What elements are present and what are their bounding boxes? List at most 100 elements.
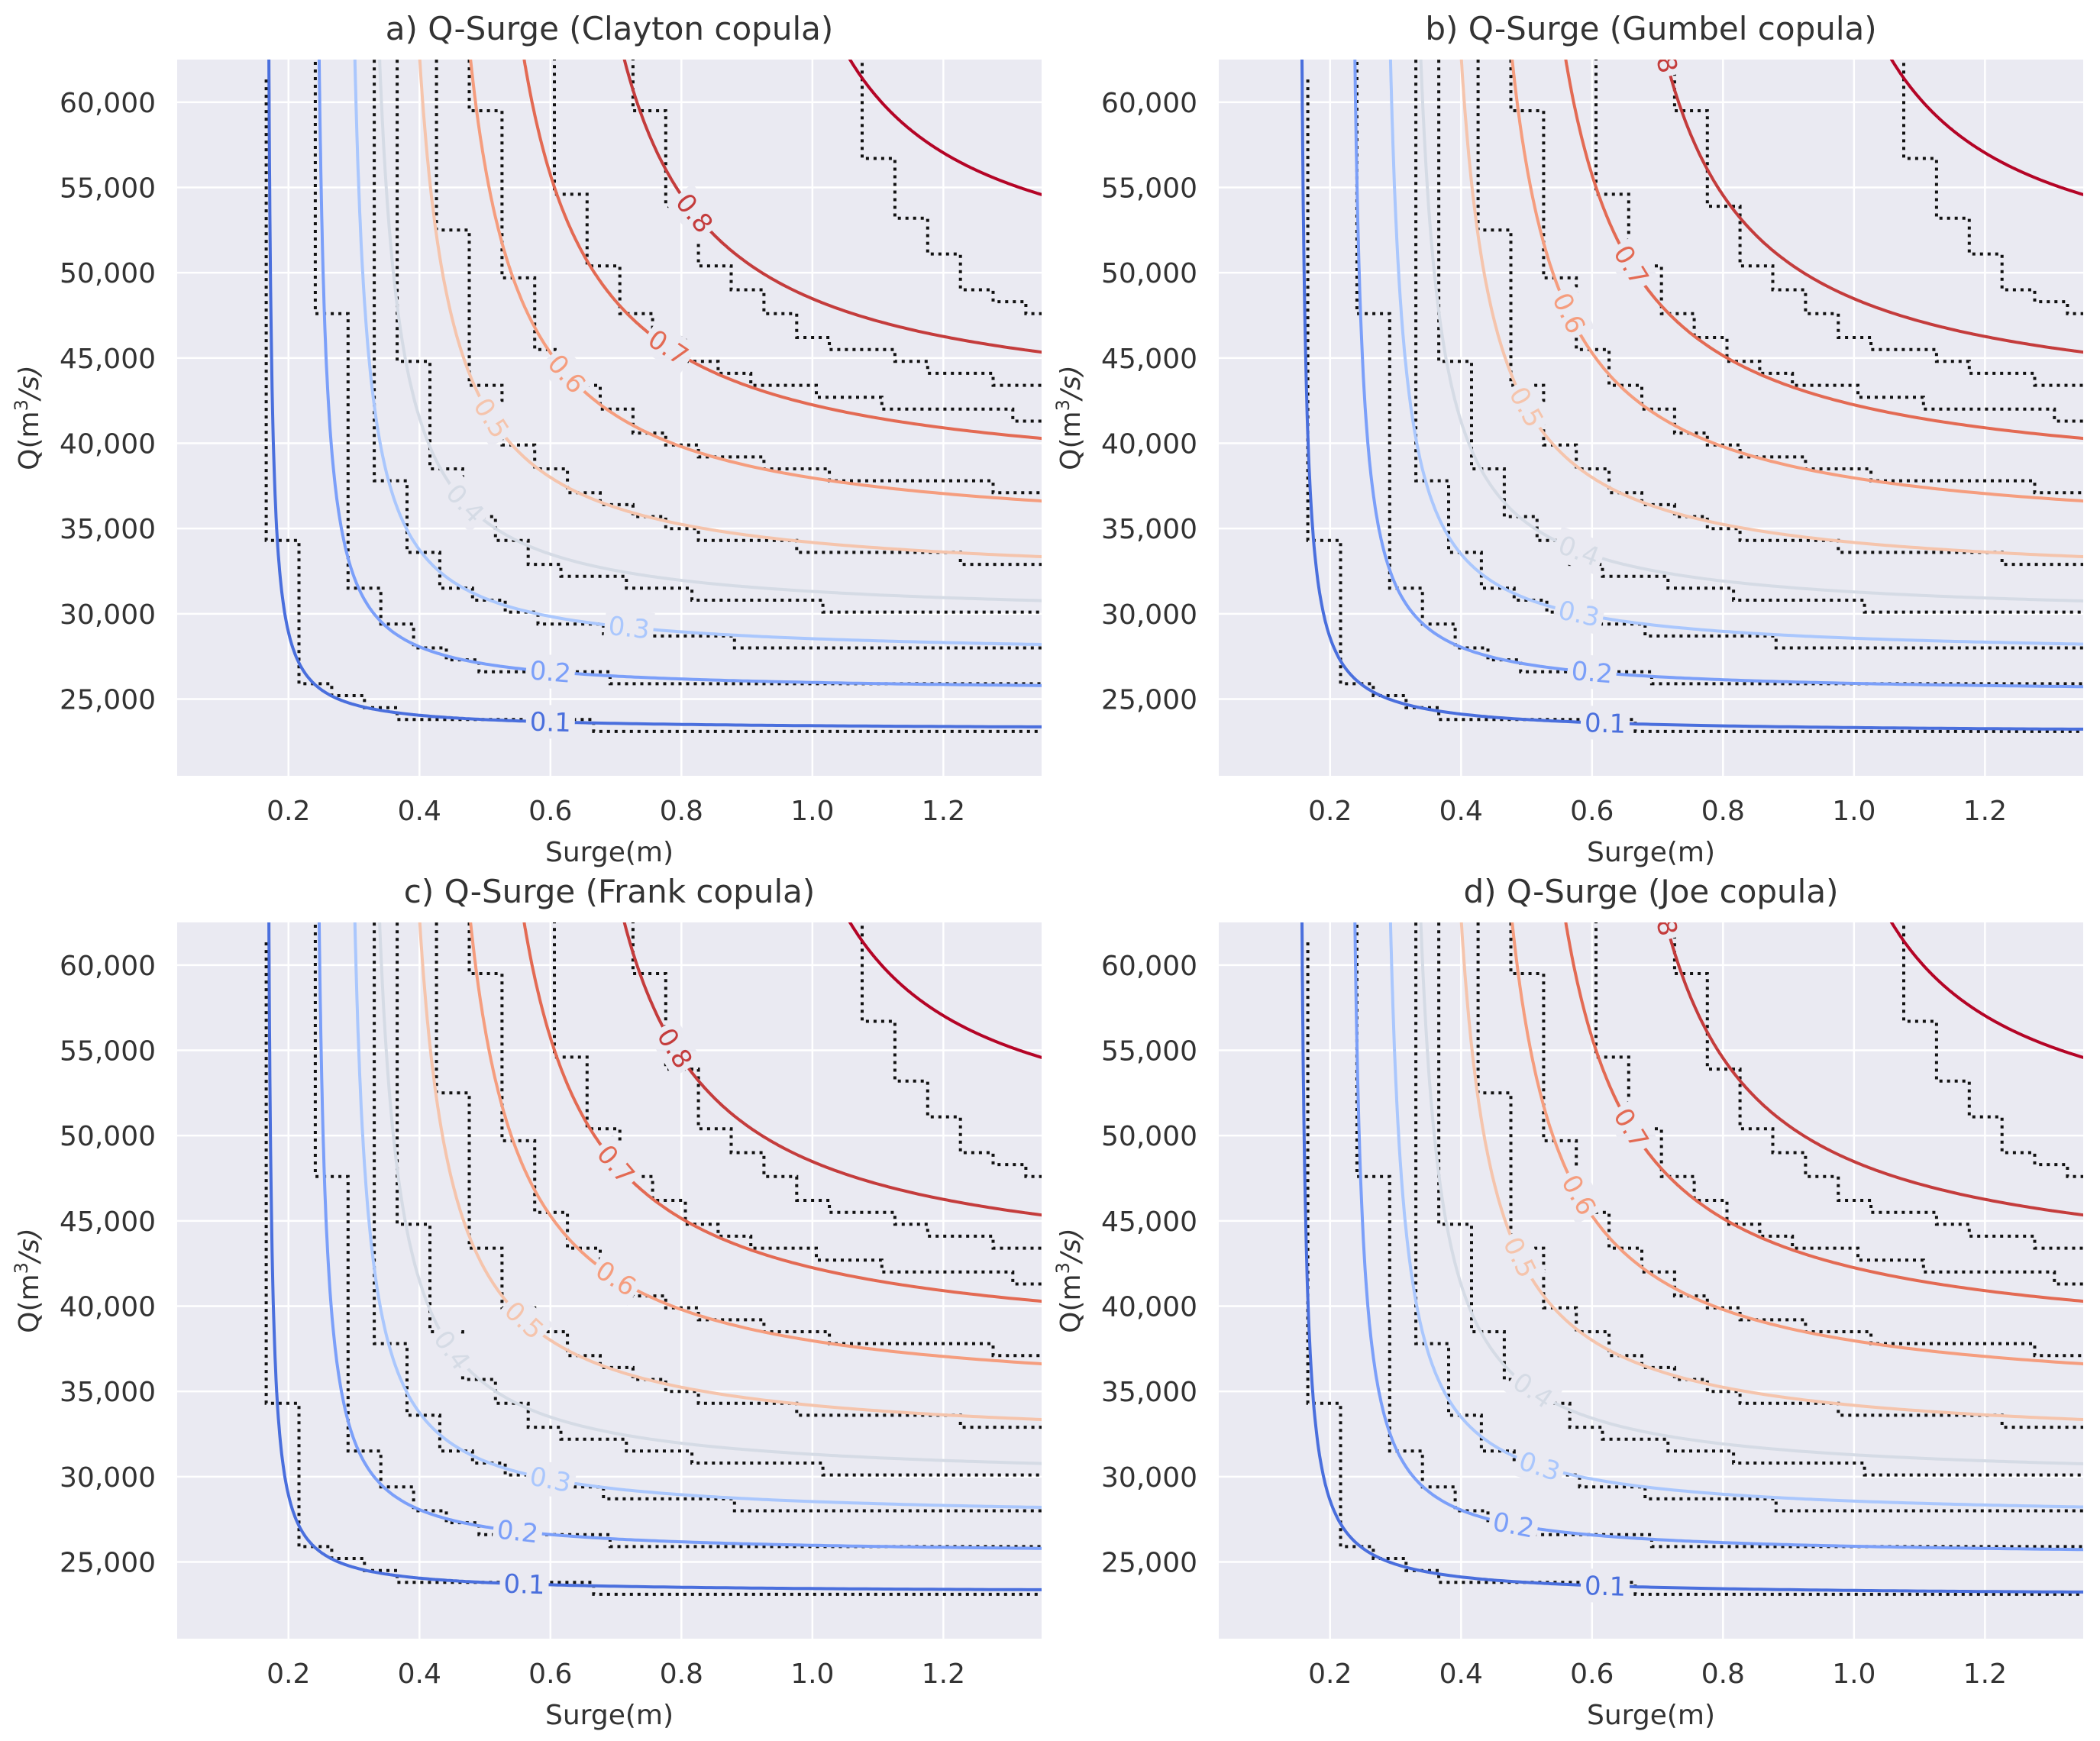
- panel-2: 0.10.20.30.40.50.60.70.80.90.20.40.60.81…: [1052, 10, 2083, 868]
- y-tick-label: 60,000: [1101, 88, 1197, 119]
- contour-label-gap: [1500, 377, 1553, 437]
- theoretical-contour-0.8: [1664, 922, 2083, 1217]
- empirical-contour-0.9: [1902, 60, 2083, 315]
- x-tick-label: 0.4: [1439, 796, 1483, 827]
- contour-label-gap: [1604, 1098, 1659, 1158]
- contour-label-group: 0.3: [603, 608, 655, 647]
- theoretical-contour-0.9: [1889, 60, 2083, 196]
- y-axis-label: Q(m3/s): [11, 365, 45, 470]
- y-axis-label-suffix: /s): [14, 365, 45, 402]
- y-tick-label: 60,000: [1101, 951, 1197, 982]
- contour-label-gap: [1549, 526, 1608, 576]
- x-tick-label: 1.2: [922, 1659, 965, 1690]
- empirical-contour-0.8: [1672, 60, 2083, 387]
- theoretical-contour-0.5: [1459, 60, 2083, 559]
- y-tick-label: 30,000: [1101, 599, 1197, 631]
- theoretical-contour-0.6: [469, 60, 1042, 503]
- theoretical-contour-0.2: [1353, 60, 2083, 689]
- y-tick-label: 50,000: [1101, 1121, 1197, 1152]
- x-tick-label: 0.6: [528, 796, 572, 827]
- y-tick-label: 45,000: [1101, 344, 1197, 375]
- empirical-contour-0.3: [373, 922, 1042, 1513]
- contour-label-group: 0.1: [525, 704, 576, 740]
- theoretical-contour-0.4: [378, 60, 1042, 602]
- theoretical-contour-0.1: [267, 60, 1042, 728]
- theoretical-contour-0.8: [622, 922, 1042, 1217]
- contour-label-group: 0.3: [1551, 592, 1607, 635]
- x-tick-label: 0.6: [1570, 796, 1614, 827]
- contour-label: 0.1: [1584, 1571, 1626, 1603]
- x-tick-label: 0.2: [267, 1659, 310, 1690]
- contour-label-gap: [1604, 235, 1659, 296]
- y-tick-label: 50,000: [60, 258, 156, 289]
- contour-label-gap: [587, 1135, 645, 1194]
- theoretical-contour-0.7: [522, 60, 1042, 441]
- theoretical-contour-0.2: [317, 922, 1042, 1550]
- contour-label: 0.2: [528, 655, 572, 689]
- theoretical-contour-0.3: [353, 60, 1042, 647]
- contour-label-group: 0.2: [1565, 653, 1618, 691]
- y-tick-label: 45,000: [1101, 1206, 1197, 1238]
- x-axis-label: Surge(m): [1587, 837, 1715, 868]
- contour-label-gap: [1642, 922, 1687, 943]
- y-tick-label: 55,000: [1101, 1036, 1197, 1068]
- y-axis-label-superscript: 3: [1052, 399, 1074, 411]
- y-tick-label: 60,000: [60, 951, 156, 982]
- y-axis-label-prefix: Q(m: [14, 1274, 45, 1332]
- contour-label-gap: [638, 319, 699, 375]
- contour-label-group: 0.2: [491, 1511, 544, 1551]
- contour-label: 0.2: [496, 1514, 540, 1549]
- y-tick-label: 30,000: [60, 1462, 156, 1494]
- contour-label-gap: [1551, 592, 1607, 635]
- empirical-contour-0.3: [373, 60, 1042, 650]
- x-tick-label: 0.4: [398, 1659, 441, 1690]
- theoretical-contour-0.1: [1300, 60, 2083, 731]
- x-tick-label: 0.2: [267, 796, 310, 827]
- contour-label-group: 0.8: [1642, 60, 1687, 80]
- y-axis-label-prefix: Q(m: [1055, 411, 1087, 470]
- contour-label-gap: [603, 608, 655, 647]
- contour-label-gap: [464, 388, 519, 448]
- y-axis-label-prefix: Q(m: [14, 411, 45, 470]
- y-tick-label: 55,000: [60, 1036, 156, 1068]
- contour-label-group: 0.2: [525, 652, 577, 691]
- y-tick-label: 40,000: [1101, 1292, 1197, 1323]
- contour-label-gap: [1580, 705, 1630, 741]
- theoretical-contour-0.9: [848, 60, 1042, 196]
- x-tick-label: 1.0: [1832, 1659, 1875, 1690]
- contour-label-group: 0.1: [1580, 1568, 1630, 1604]
- contour-label-gap: [648, 1018, 703, 1078]
- contour-label-gap: [525, 704, 576, 740]
- empirical-contour-0.4: [1437, 60, 2083, 614]
- y-axis-label-superscript: 3: [11, 1262, 32, 1274]
- theoretical-contour-0.3: [353, 922, 1042, 1510]
- plot-area: 0.10.20.30.40.50.60.70.80.9: [1300, 922, 2083, 1604]
- panel-1: 0.10.20.30.40.50.60.70.80.90.20.40.60.81…: [11, 10, 1042, 868]
- x-tick-label: 0.4: [398, 796, 441, 827]
- x-tick-label: 0.6: [528, 1659, 572, 1690]
- y-tick-label: 40,000: [60, 1292, 156, 1323]
- empirical-contour-0.7: [1594, 60, 2083, 423]
- x-axis-label: Surge(m): [1587, 1700, 1715, 1731]
- empirical-contour-0.8: [631, 60, 1042, 387]
- y-tick-label: 45,000: [60, 344, 156, 375]
- y-tick-label: 25,000: [1101, 1548, 1197, 1579]
- contour-label-gap: [523, 1458, 578, 1500]
- theoretical-contour-0.8: [622, 60, 1042, 354]
- contour-label: 0.2: [1570, 656, 1614, 690]
- empirical-contour-0.8: [631, 922, 1042, 1250]
- empirical-contour-0.4: [1437, 922, 2083, 1477]
- y-axis-label: Q(m3/s): [1052, 1228, 1087, 1333]
- contour-label-gap: [436, 473, 495, 533]
- contour-label-gap: [1565, 653, 1618, 691]
- plot-area: 0.10.20.30.40.50.60.70.80.9: [264, 60, 1042, 740]
- contour-label-gap: [1552, 1165, 1606, 1225]
- axes-background: [1219, 60, 2083, 776]
- y-tick-label: 35,000: [1101, 1377, 1197, 1408]
- contour-label-gap: [525, 652, 577, 691]
- theoretical-contour-0.1: [267, 922, 1042, 1591]
- y-tick-label: 30,000: [1101, 1462, 1197, 1494]
- x-tick-label: 0.8: [660, 1659, 703, 1690]
- contour-label: 0.1: [503, 1569, 545, 1601]
